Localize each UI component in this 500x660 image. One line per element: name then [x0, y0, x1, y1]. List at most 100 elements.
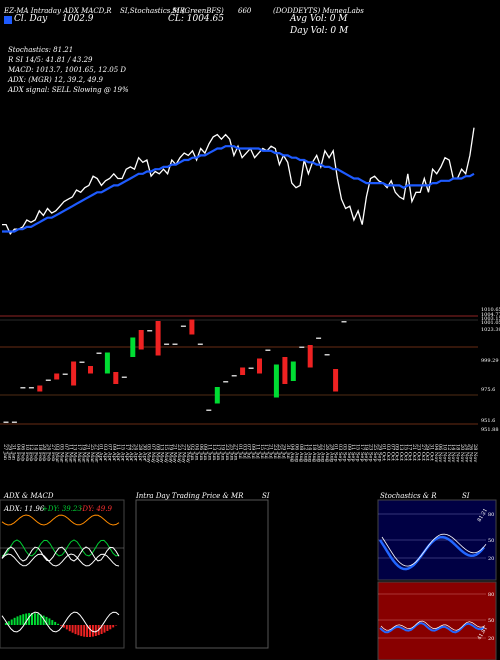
date-label-0: 27 Jan [2, 444, 8, 461]
date-label-68: 08 Aug [298, 444, 304, 463]
date-label-86: 29 Sep [376, 444, 382, 462]
date-label-60: 17 Jul [263, 444, 269, 459]
date-label-85: 25 Sep [372, 444, 378, 462]
date-label-1: 29 Jan [6, 444, 12, 461]
date-label-103: 14 Nov [450, 444, 456, 462]
macd-bar-8 [25, 613, 28, 625]
adx-macd-title: ADX & MACD [4, 492, 54, 500]
candle-24 [206, 409, 212, 411]
date-label-94: 21 Oct [411, 444, 417, 461]
price-label-6: 975.6 [481, 387, 495, 393]
candle-36 [307, 345, 313, 368]
date-label-69: 12 Aug [302, 444, 308, 463]
candle-20 [172, 343, 178, 345]
date-label-78: 05 Sep [341, 444, 347, 462]
close-price: CL: 1004.65 [168, 14, 224, 24]
date-label-80: 11 Sep [350, 444, 356, 462]
price-label-3: 1001.05 [481, 320, 500, 326]
rsi-tick-1: 50 [488, 618, 494, 624]
cl-day-prefix: Cl. Day [14, 14, 48, 24]
macd-bar-37 [109, 625, 112, 630]
date-label-24: 07 Apr [106, 444, 112, 462]
date-label-95: 23 Oct [415, 444, 421, 461]
candle-12 [104, 352, 110, 374]
date-label-101: 10 Nov [442, 444, 448, 462]
price-label-8: 951.88 [481, 427, 499, 433]
macd-bar-5 [16, 616, 19, 625]
date-label-98: 31 Oct [429, 444, 435, 461]
date-label-49: 17 Jun [215, 444, 221, 461]
day-volume: Day Vol: 0 M [290, 26, 349, 36]
date-label-90: 09 Oct [394, 444, 400, 461]
date-label-5: 10 Feb [24, 444, 30, 461]
stoch-label: 81.21 [477, 508, 489, 523]
date-label-52: 25 Jun [228, 444, 234, 461]
date-label-74: 26 Aug [324, 444, 330, 463]
date-label-83: 19 Sep [363, 444, 369, 462]
date-label-107: 26 Nov [468, 444, 474, 462]
date-label-23: 03 Apr [102, 444, 108, 462]
date-label-67: 06 Aug [294, 444, 300, 463]
candle-15 [130, 337, 136, 357]
macd-bar-2 [7, 621, 10, 625]
date-label-77: 03 Sep [337, 444, 343, 462]
date-label-17: 17 Mar [76, 444, 82, 463]
intraday-title-2: SI [262, 492, 270, 500]
date-label-45: 06 Jun [198, 444, 204, 461]
macd-bar-22 [65, 625, 68, 630]
date-label-39: 21 May [172, 444, 178, 463]
macd-bar-34 [100, 625, 103, 634]
date-label-91: 13 Oct [398, 444, 404, 461]
adx-value-1: +DY: 39.23 [42, 505, 82, 513]
macd-bar-29 [86, 625, 89, 637]
intraday-title: Intra Day Trading Price & MR [136, 492, 244, 500]
candle-28 [240, 367, 246, 375]
macd-bar-18 [54, 621, 57, 625]
candle-26 [223, 381, 229, 383]
date-label-20: 25 Mar [89, 444, 95, 463]
stoch-tick-0: 80 [488, 512, 494, 518]
date-label-13: 05 Mar [59, 444, 65, 463]
rsi-tick-2: 20 [488, 636, 494, 642]
date-label-25: 09 Apr [111, 444, 117, 462]
date-label-38: 19 May [167, 444, 173, 463]
date-label-66: 04 Aug [289, 444, 295, 463]
stoch-k-line [378, 535, 485, 571]
date-label-7: 14 Feb [33, 444, 39, 461]
date-label-65: 31 Jul [285, 444, 291, 459]
candle-2 [20, 387, 26, 389]
macd-bar-16 [48, 618, 51, 625]
avg-volume: Avg Vol: 0 M [290, 14, 348, 24]
cl-day-value: 1002.9 [62, 14, 94, 24]
date-label-36: 13 May [159, 444, 165, 463]
macd-bar-14 [42, 615, 45, 625]
date-label-12: 03 Mar [54, 444, 60, 463]
date-label-100: 06 Nov [437, 444, 443, 462]
info-rsi: R SI 14/5: 41.81 / 43.29 [8, 56, 93, 64]
date-label-19: 21 Mar [85, 444, 91, 463]
adx-value-0: ADX: 11.96 [3, 505, 45, 513]
macd-bar-15 [45, 616, 48, 625]
candle-1 [11, 421, 17, 423]
price-label-0: 1010.65 [481, 307, 500, 313]
date-label-8: 18 Feb [37, 444, 43, 461]
macd-bar-3 [10, 619, 13, 625]
date-label-33: 05 May [146, 444, 152, 463]
candle-5 [45, 379, 51, 381]
candle-23 [197, 343, 203, 345]
date-label-97: 29 Oct [424, 444, 430, 461]
date-label-28: 17 Apr [124, 444, 130, 462]
price-label-1: 1004.77 [481, 312, 500, 318]
candle-14 [121, 376, 127, 378]
header-item-5: (DODDEYTS) MuneaLabs [273, 7, 364, 15]
macd-bar-38 [112, 625, 115, 628]
date-label-87: 01 Oct [381, 444, 387, 461]
macd-bar-24 [71, 625, 74, 633]
date-label-40: 23 May [176, 444, 182, 463]
intraday-panel-frame [135, 499, 269, 649]
date-label-62: 23 Jul [272, 444, 278, 459]
rsi-label: 41.81 [477, 626, 489, 641]
plus-di-line [1, 539, 120, 557]
macd-bar-30 [89, 625, 91, 637]
candle-11 [96, 352, 102, 354]
